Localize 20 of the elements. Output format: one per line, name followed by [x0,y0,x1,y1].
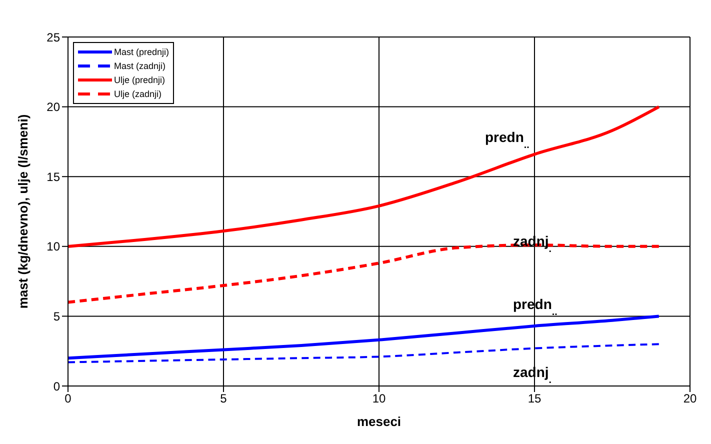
y-tick-label: 10 [46,240,60,254]
legend-label: Mast (prednji) [114,47,170,57]
x-axis-title: meseci [356,414,402,429]
x-tick-label: 15 [528,392,542,406]
line-series [68,105,660,248]
y-tick-label: 20 [46,100,60,114]
x-tick-label: 0 [64,392,72,406]
y-tick-label: 5 [53,309,60,324]
y-tick-label: 15 [46,170,60,184]
legend-label: Ulje (zadnji) [114,89,162,99]
x-tick-label: 5 [220,392,228,406]
legend-label: Mast (zadnji) [114,61,166,71]
x-tick-label: 10 [372,392,386,406]
x-tick-label: 20 [683,392,697,406]
y-tick-label: 25 [46,30,60,44]
annotation: predn$_{..}$ [485,129,530,150]
y-tick-label: 0 [53,379,60,394]
legend-label: Ulje (prednji) [114,75,166,85]
line-series [68,314,660,360]
y-axis-title: mast (kg/dnevno), ulje (l/smeni) [16,114,31,309]
